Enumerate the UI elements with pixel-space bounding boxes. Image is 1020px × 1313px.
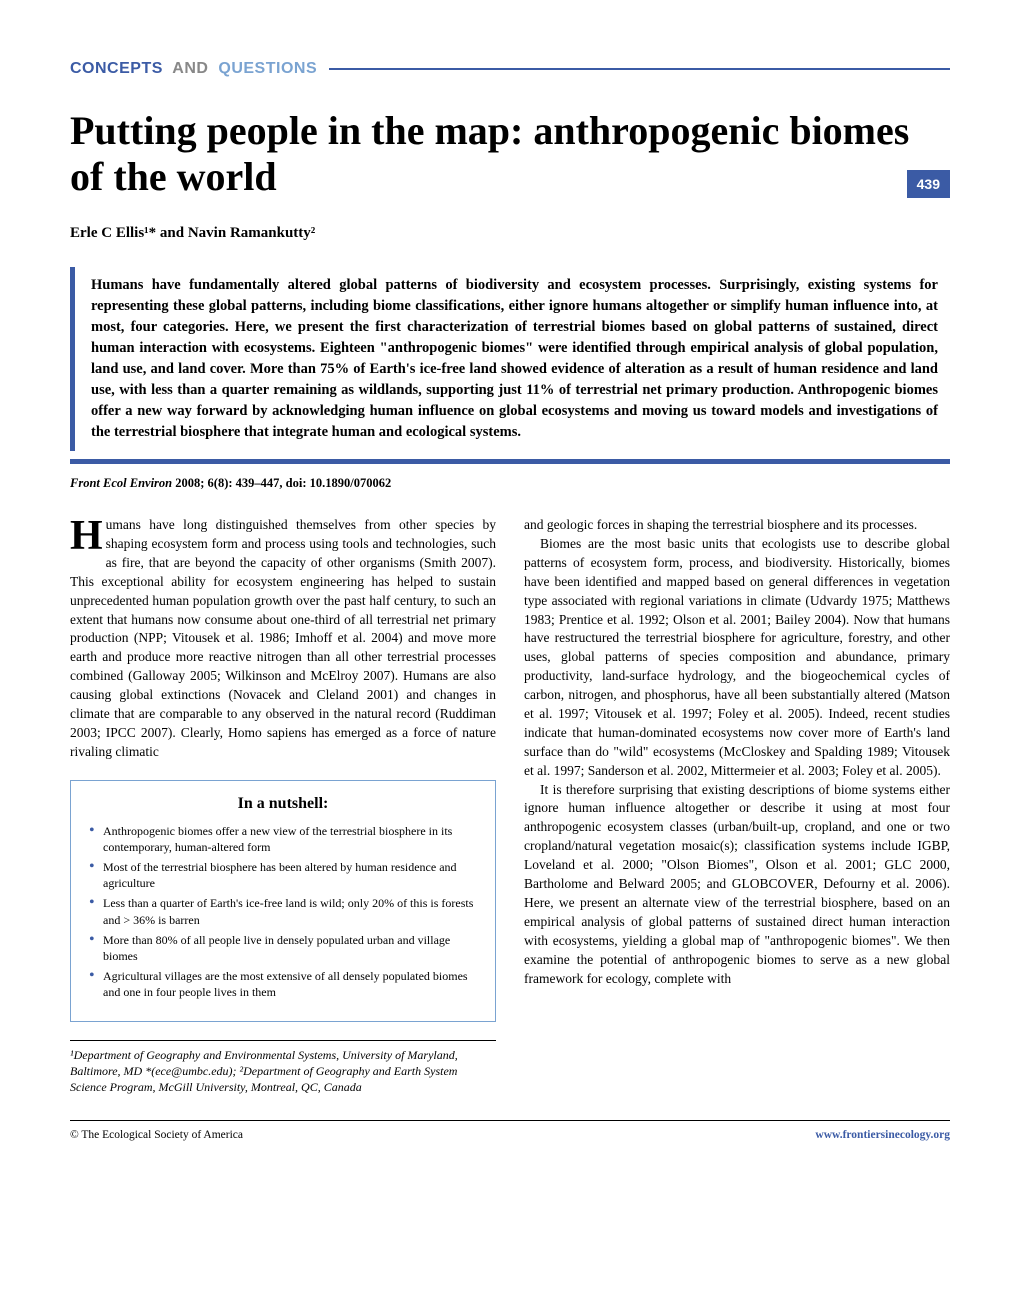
body-paragraph-right-3: It is therefore surprising that existing… <box>524 781 950 989</box>
article-title: Putting people in the map: anthropogenic… <box>70 108 950 200</box>
nutshell-item: Most of the terrestrial biosphere has be… <box>89 859 477 891</box>
abstract-bottom-rule <box>70 459 950 464</box>
section-label: CONCEPTS AND QUESTIONS <box>70 60 317 78</box>
dropcap: H <box>70 519 103 555</box>
citation-journal: Front Ecol Environ <box>70 476 172 490</box>
section-questions-text: QUESTIONS <box>218 60 317 77</box>
page-container: CONCEPTS AND QUESTIONS 439 Putting peopl… <box>70 60 950 1141</box>
body-left-p1-text: umans have long distinguished themselves… <box>70 517 496 759</box>
authors-line: Erle C Ellis¹* and Navin Ramankutty² <box>70 225 950 242</box>
citation-line: Front Ecol Environ 2008; 6(8): 439–447, … <box>70 476 950 491</box>
section-concepts-text: CONCEPTS <box>70 60 163 77</box>
section-and-text: AND <box>168 60 213 77</box>
nutshell-item: Anthropogenic biomes offer a new view of… <box>89 823 477 855</box>
page-number-badge: 439 <box>907 170 950 198</box>
nutshell-item: Agricultural villages are the most exten… <box>89 968 477 1000</box>
section-header: CONCEPTS AND QUESTIONS <box>70 60 950 78</box>
affiliations: ¹Department of Geography and Environment… <box>70 1040 496 1096</box>
footer-url: www.frontiersinecology.org <box>815 1129 950 1141</box>
right-column: and geologic forces in shaping the terre… <box>524 516 950 1095</box>
abstract-text: Humans have fundamentally altered global… <box>91 275 938 443</box>
footer-copyright: © The Ecological Society of America <box>70 1129 243 1141</box>
body-paragraph-right-1: and geologic forces in shaping the terre… <box>524 516 950 535</box>
citation-details: 2008; 6(8): 439–447, doi: 10.1890/070062 <box>172 476 391 490</box>
body-paragraph-right-2: Biomes are the most basic units that eco… <box>524 535 950 781</box>
page-footer: © The Ecological Society of America www.… <box>70 1120 950 1141</box>
nutshell-box: In a nutshell: Anthropogenic biomes offe… <box>70 780 496 1022</box>
left-column: Humans have long distinguished themselve… <box>70 516 496 1095</box>
two-column-layout: Humans have long distinguished themselve… <box>70 516 950 1095</box>
body-paragraph-left-1: Humans have long distinguished themselve… <box>70 516 496 762</box>
nutshell-item: More than 80% of all people live in dens… <box>89 932 477 964</box>
nutshell-title: In a nutshell: <box>89 795 477 813</box>
header-line <box>329 68 950 70</box>
abstract-box: Humans have fundamentally altered global… <box>70 267 950 451</box>
nutshell-item: Less than a quarter of Earth's ice-free … <box>89 895 477 927</box>
nutshell-list: Anthropogenic biomes offer a new view of… <box>89 823 477 1001</box>
